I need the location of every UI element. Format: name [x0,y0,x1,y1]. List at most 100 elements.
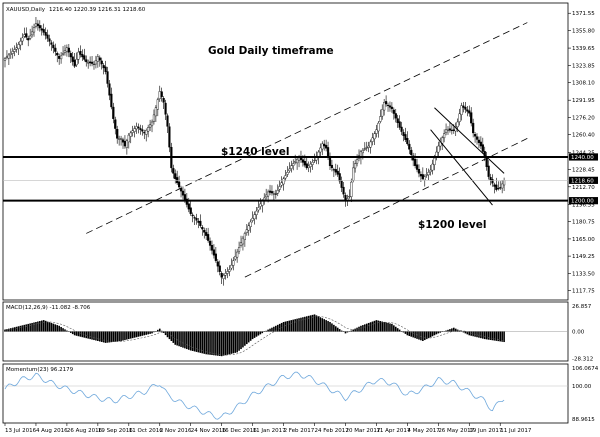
candle-body [259,203,262,207]
candle-body [294,161,297,163]
date-tick-label: 11 Jan 2017 [253,428,286,434]
candle-body [203,229,206,233]
candle-body [67,47,70,53]
candle-body [394,113,397,119]
macd-bar [180,331,182,347]
candle-body [63,50,67,53]
macd-bar [371,321,374,332]
macd-bar [449,329,451,332]
candle-body [168,126,171,148]
macd-bar [360,325,362,332]
price-tick-labels: 1371.55 1355.80 1339.65 1323.85 1308.10 1291.… [568,11,595,295]
macd-bar [309,315,312,332]
macd-bar [377,320,380,332]
candle-body [475,136,479,140]
candle-body [280,182,283,186]
price-tick-label: 1212.70 [572,185,595,191]
candle-body [386,104,390,106]
candle-body [150,121,154,127]
candle-body [207,234,210,241]
macd-bar [149,331,151,334]
momentum-tick-label: 100.00 [572,384,592,390]
candle-body [166,115,169,127]
candle-body [145,129,148,135]
macd-bar [416,331,418,339]
macd-bar [364,324,366,332]
macd-bar [40,320,43,332]
candle-body [164,102,167,115]
candle-body [365,147,368,149]
macd-bar [311,314,314,332]
macd-bar [106,331,109,343]
macd-bar [447,329,449,332]
candle-body [54,47,57,52]
candle-body [137,126,140,129]
macd-bar [141,331,144,336]
macd-bar [491,331,494,341]
candle-body [323,143,326,147]
macd-bar [354,328,356,332]
macd-bar [19,325,22,332]
candle-body [15,47,18,50]
price-tags: 1240.00 1218.60 1200.00 [569,153,598,205]
price-tick-label: 1244.25 [572,150,595,156]
candle-body [326,147,330,158]
macd-bar [294,319,296,332]
candle-body [199,220,202,226]
macd-bar [468,331,471,336]
candle-body [491,179,494,184]
macd-bar [389,323,391,332]
date-tick-label: 19 Jun 2017 [469,428,503,434]
macd-bar [31,322,33,332]
candle-body [274,193,277,195]
candle-body [408,143,411,150]
candle-body [396,118,399,124]
macd-bar [302,317,304,332]
candle-body [110,93,113,108]
macd-bar [50,322,53,332]
macd-bar [238,331,240,351]
macd-bar [201,331,204,354]
macd-bar [493,331,496,341]
candle-body [390,106,393,110]
macd-bar [44,320,47,332]
macd-bar [412,331,414,338]
date-tick-label: 4 Aug 2016 [36,428,68,434]
candle-body [106,71,109,84]
candle-body [417,169,421,174]
candle-body [187,203,190,210]
candle-body [278,186,281,190]
date-tick-label: 26 May 2017 [438,428,474,434]
candle-body [307,165,310,169]
macd-bar [499,331,502,342]
candle-body [379,116,382,122]
macd-bar [17,326,20,332]
candle-body [34,23,38,27]
macd-bar [418,331,420,340]
candle-body [212,249,216,256]
chart-title: Gold Daily timeframe [208,45,334,57]
price-tick-label: 1371.55 [572,11,595,17]
candle-body [214,253,217,261]
macd-bar [182,331,184,348]
date-tick-label: 19 Sep 2016 [98,428,133,434]
macd-bar [501,331,503,342]
macd-bar [83,331,86,338]
macd-bar [39,321,41,332]
macd-bar [114,331,117,342]
candle-body [497,188,500,190]
macd-bar [333,324,335,332]
candle-body [369,141,372,148]
level-lower-annotation: $1200 level [418,219,486,231]
price-tick-label: 1180.75 [572,220,595,226]
macd-bar [503,331,505,343]
candle-body [402,132,405,136]
momentum-tick-label: 106.0674 [572,366,599,372]
candle-body [112,106,115,119]
macd-bar [147,331,149,335]
candle-body [224,273,227,276]
candle-body [27,38,30,41]
macd-bar [305,316,308,332]
momentum-line [3,371,568,420]
candle-body [158,91,161,100]
